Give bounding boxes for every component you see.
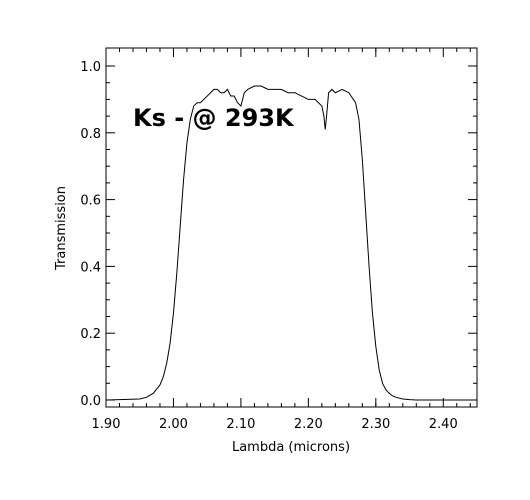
x-tick-label: 2.00 xyxy=(159,417,188,432)
ks-transmission-curve xyxy=(105,85,477,401)
x-tick-label: 2.10 xyxy=(226,417,255,432)
y-tick-label: 0.4 xyxy=(80,260,101,275)
x-tick-label: 1.90 xyxy=(92,417,121,432)
y-tick-label: 1.0 xyxy=(80,60,101,75)
y-axis-title: Transmission xyxy=(54,186,69,271)
ks-annotation: Ks - @ 293K xyxy=(133,104,295,132)
plot-frame xyxy=(105,47,478,408)
x-tick-label: 2.20 xyxy=(294,417,323,432)
x-tick-label: 2.40 xyxy=(429,417,458,432)
y-tick-label: 0.6 xyxy=(80,194,101,209)
x-axis-ticks: 1.90 2.00 2.10 2.20 2.30 2.40 xyxy=(92,48,471,432)
y-axis-ticks: 0.0 0.2 0.4 0.6 0.8 1.0 xyxy=(80,60,477,409)
x-axis-title: Lambda (microns) xyxy=(232,440,350,455)
x-tick-label: 2.30 xyxy=(361,417,390,432)
y-tick-label: 0.8 xyxy=(80,127,101,142)
y-tick-label: 0.2 xyxy=(80,327,101,342)
y-tick-label: 0.0 xyxy=(80,394,101,409)
